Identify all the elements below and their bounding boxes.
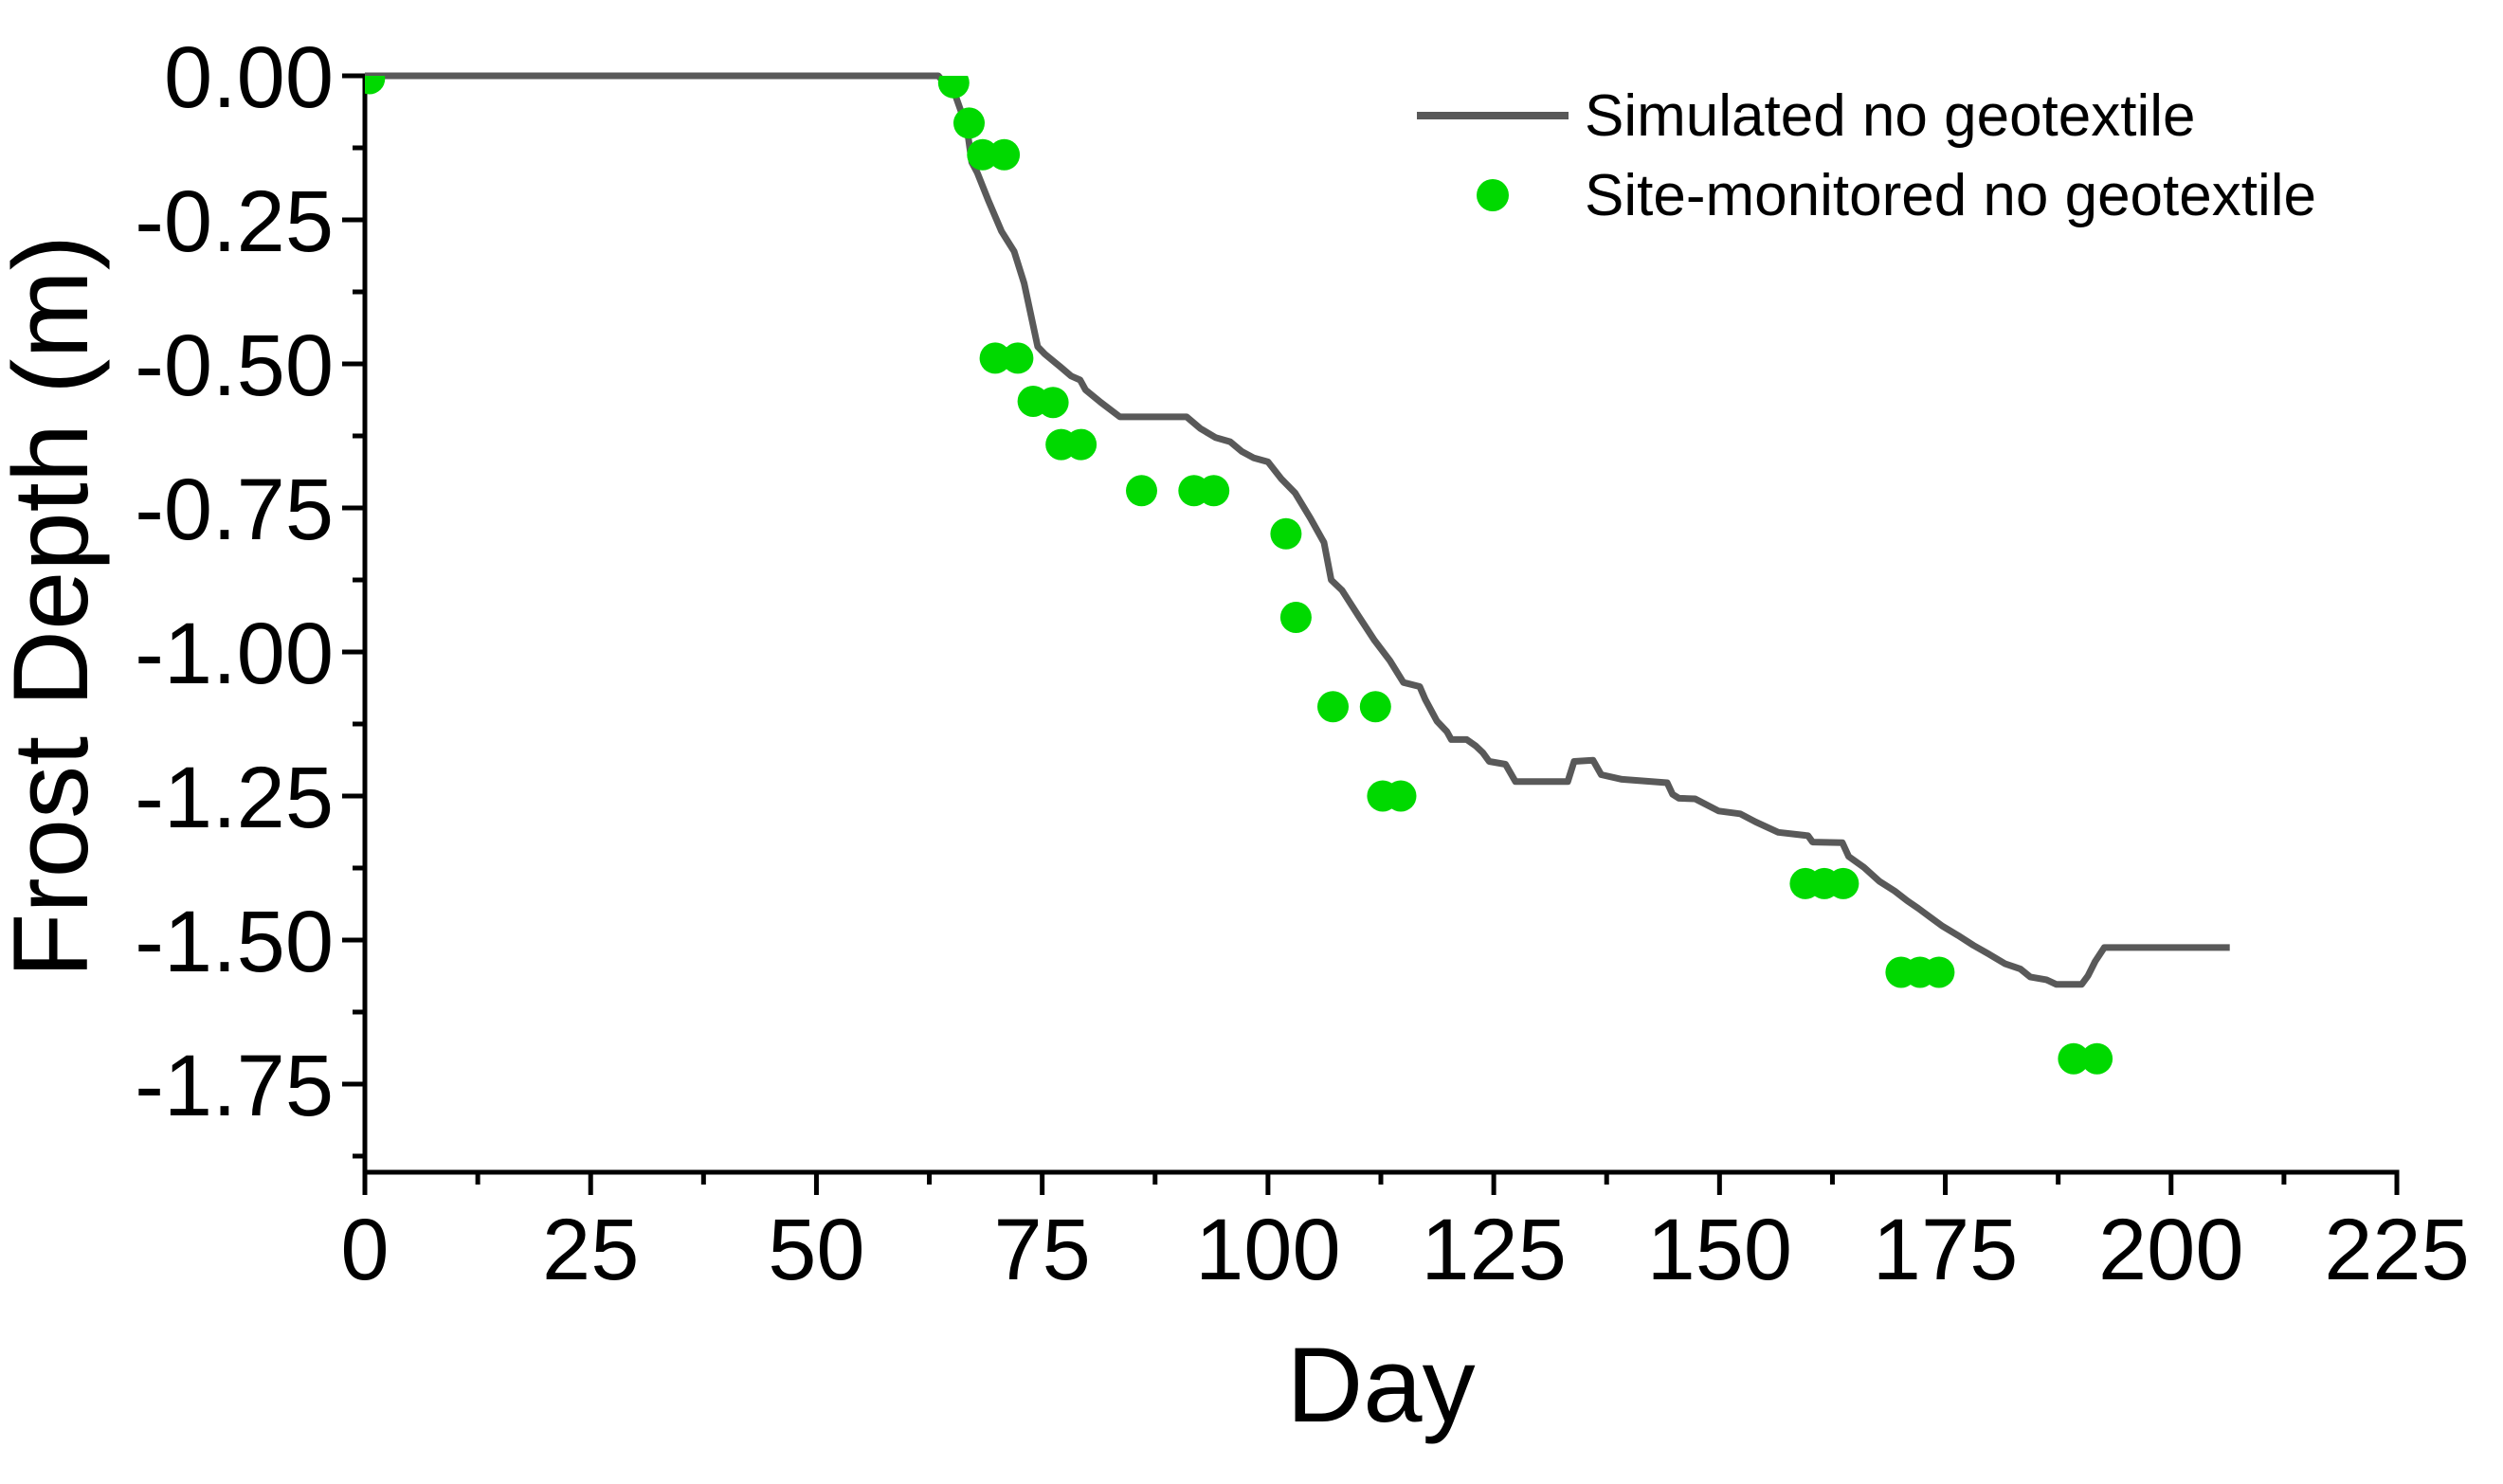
monitored-data-point	[953, 107, 985, 139]
x-tick-label: 75	[993, 1202, 1090, 1298]
monitored-data-point	[967, 138, 999, 171]
monitored-data-point	[2058, 1042, 2090, 1075]
monitored-scatter-series	[365, 76, 2113, 1075]
monitored-data-point	[1037, 387, 1069, 419]
monitored-data-point	[1279, 602, 1312, 633]
monitored-data-point	[1359, 691, 1391, 723]
monitored-data-point	[1002, 342, 1034, 374]
y-tick-label: -0.25	[135, 173, 334, 270]
y-tick-label: -1.50	[135, 894, 334, 990]
simulated-line-series	[365, 72, 2230, 988]
monitored-data-point	[1827, 867, 1859, 899]
monitored-data-point	[937, 76, 970, 99]
x-axis-title: Day	[1286, 1326, 1475, 1444]
y-axis-title: Frost Depth (m)	[0, 235, 110, 978]
x-tick-label: 50	[768, 1202, 864, 1298]
monitored-data-point	[1317, 691, 1349, 723]
axes-layer	[342, 73, 2400, 1195]
monitored-data-point	[1923, 956, 1955, 988]
simulated-line	[365, 72, 2230, 988]
x-tick-label: 25	[542, 1202, 639, 1298]
x-tick-label: 125	[1421, 1202, 1567, 1298]
legend-dot-swatch	[1477, 179, 1509, 211]
y-tick-label: -1.75	[135, 1038, 334, 1134]
legend-label-monitored: Site-monitored no geotextile	[1585, 163, 2316, 228]
monitored-data-point	[365, 76, 386, 95]
y-tick-label: -1.25	[135, 750, 334, 846]
y-tick-label: -0.50	[135, 317, 334, 414]
x-tick-label: 225	[2324, 1202, 2470, 1298]
monitored-data-point	[989, 138, 1021, 171]
x-tick-label: 200	[2098, 1202, 2244, 1298]
x-tick-label: 0	[340, 1202, 389, 1298]
x-tick-label: 175	[1873, 1202, 2019, 1298]
tick-labels-layer: 0 25 50 75 100 125 150 175 200 225 0.00 -0.25 -0.50 -…	[135, 29, 2469, 1298]
legend-label-simulated: Simulated no geotextile	[1585, 83, 2196, 149]
monitored-data-point	[979, 342, 1011, 374]
monitored-data-point	[1385, 780, 1417, 812]
monitored-data-point	[1126, 475, 1157, 507]
y-tick-label: -0.75	[135, 461, 334, 558]
y-tick-label: -1.00	[135, 606, 334, 702]
monitored-data-point	[1198, 475, 1230, 507]
monitored-data-point	[2081, 1042, 2113, 1075]
x-tick-label: 150	[1647, 1202, 1793, 1298]
monitored-data-point	[1270, 517, 1302, 550]
legend: Simulated no geotextile Site-monitored n…	[1417, 83, 2316, 228]
x-tick-label: 100	[1195, 1202, 1341, 1298]
y-tick-label: 0.00	[164, 29, 334, 126]
monitored-data-point	[1065, 428, 1097, 461]
